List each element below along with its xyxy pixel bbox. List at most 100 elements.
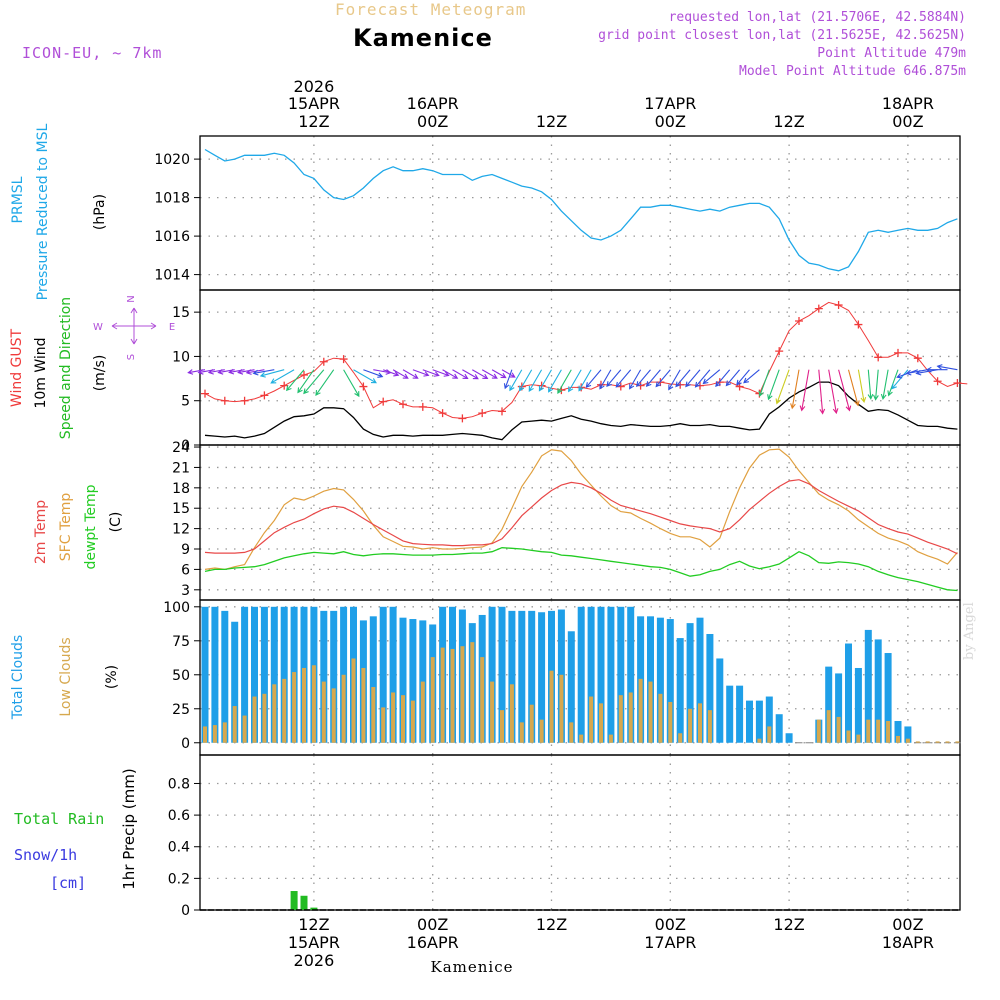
total-cloud-bar xyxy=(260,606,268,743)
wind-direction-arrow xyxy=(503,369,513,390)
gust-marker xyxy=(379,397,388,406)
y-tick-label: 5 xyxy=(181,394,190,410)
wind-direction-arrow xyxy=(462,369,479,380)
total-cloud-bar xyxy=(825,666,833,743)
wind-direction-arrow xyxy=(599,369,612,390)
total-cloud-bar xyxy=(706,633,714,743)
low-cloud-bar xyxy=(509,684,514,743)
meteogram-supertitle: Forecast Meteogram xyxy=(335,0,527,19)
total-cloud-bar xyxy=(379,606,387,743)
low-cloud-bar xyxy=(757,738,762,743)
low-cloud-bar xyxy=(886,721,891,743)
pressure-units: (hPa) xyxy=(92,194,108,230)
wind-direction-arrow xyxy=(315,369,335,396)
wind-direction-arrow xyxy=(655,369,671,388)
wind-direction-arrow xyxy=(702,369,721,385)
y-tick-label: 0 xyxy=(181,438,190,454)
bottom-year-label: 2026 xyxy=(294,951,335,970)
gust-marker xyxy=(319,357,328,366)
pressure-line xyxy=(204,148,958,272)
wind-direction-arrow xyxy=(578,369,592,392)
low-cloud-bar xyxy=(569,722,574,743)
low-cloud-bar xyxy=(529,704,534,743)
grid-point-coords: grid point closest lon,lat (21.5625E, 42… xyxy=(598,28,966,43)
low-cloud-bar xyxy=(816,719,821,743)
bottom-date-label: 18APR xyxy=(882,933,934,952)
gust-marker xyxy=(438,409,447,418)
gust-marker xyxy=(240,396,249,405)
y-tick-label: 6 xyxy=(181,562,190,578)
total-cloud-bar xyxy=(716,658,724,743)
temperature-panel: 3 6 9 12 15 18 21 24 xyxy=(172,440,961,601)
wind-direction-arrow xyxy=(270,369,295,384)
total-cloud-bar xyxy=(874,639,882,743)
gust-marker xyxy=(894,348,902,357)
bottom-hour-label: 12Z xyxy=(773,915,804,934)
y-tick-label: 100 xyxy=(163,600,190,616)
total-cloud-bar xyxy=(280,606,288,743)
wind-direction-arrow xyxy=(585,369,602,389)
total-cloud-bar xyxy=(587,606,595,743)
low-cloud-bar xyxy=(401,695,405,743)
low-cloud-bar xyxy=(311,665,316,743)
wind-direction-arrow xyxy=(743,369,760,384)
low-cloud-bar xyxy=(658,693,663,743)
gust-marker xyxy=(775,347,784,356)
total-cloud-bar xyxy=(746,700,753,743)
gust-marker xyxy=(399,400,407,409)
low-cloud-bar xyxy=(559,674,564,743)
wind-direction-arrow xyxy=(857,369,867,404)
low-cloud-bar xyxy=(648,681,653,743)
wind-direction-arrow xyxy=(538,369,552,392)
wind-direction-arrow xyxy=(925,366,948,373)
y-tick-label: 18 xyxy=(172,481,190,497)
low-cloud-bar xyxy=(460,646,465,743)
wind-direction-arrow xyxy=(767,369,780,401)
low-cloud-bar xyxy=(341,674,346,743)
wind-direction-arrow xyxy=(891,369,909,390)
wind-direction-arrow xyxy=(519,369,533,392)
low-cloud-bar xyxy=(440,647,445,743)
low-cloud-bar xyxy=(608,734,613,743)
total-cloud-bar xyxy=(607,606,615,743)
wind-direction-arrow xyxy=(402,369,419,379)
gust-marker xyxy=(478,409,487,418)
top-hour-label: 12Z xyxy=(773,112,804,131)
low-cloud-bar xyxy=(292,672,297,743)
gust-marker xyxy=(359,382,368,391)
low-cloud-bar xyxy=(203,726,207,743)
total-cloud-bar xyxy=(884,653,892,743)
top-date-label: 16APR xyxy=(407,94,459,113)
wind-direction-arrow xyxy=(799,369,810,412)
total-clouds-label: Total Clouds xyxy=(10,635,26,720)
gust-marker xyxy=(814,304,823,313)
low-cloud-bar xyxy=(707,710,712,743)
wind-direction-arrow xyxy=(615,369,632,388)
total-cloud-bar xyxy=(736,685,744,743)
top-hour-label: 00Z xyxy=(655,112,686,131)
requested-coords: requested lon,lat (21.5706E, 42.5884N) xyxy=(668,10,966,25)
total-rain-legend: Total Rain xyxy=(14,810,104,828)
wind-direction-arrow xyxy=(422,369,440,377)
low-cloud-bar xyxy=(678,733,683,743)
total-cloud-bar xyxy=(528,610,536,743)
y-tick-label: 9 xyxy=(181,542,190,558)
pressure-label-msl: Pressure Reduced to MSL xyxy=(35,123,51,300)
total-cloud-bar xyxy=(726,685,734,743)
total-cloud-bar xyxy=(221,610,229,743)
gust-marker xyxy=(201,389,209,398)
total-cloud-bar xyxy=(369,616,377,743)
bottom-hour-label: 00Z xyxy=(655,915,686,934)
footer-location: Kamenice xyxy=(431,958,514,976)
total-cloud-bar xyxy=(488,606,496,743)
wind-direction-arrow xyxy=(252,369,275,376)
wind-direction-arrow xyxy=(847,369,860,407)
wind-direction-arrow xyxy=(472,369,489,379)
rain-bar xyxy=(310,907,318,910)
y-tick-label: 0 xyxy=(181,903,190,919)
clouds-units: (%) xyxy=(104,665,120,689)
y-tick-label: 1018 xyxy=(154,191,190,207)
wind-10m-label: 10m Wind xyxy=(33,337,49,408)
total-cloud-bar xyxy=(577,606,585,743)
